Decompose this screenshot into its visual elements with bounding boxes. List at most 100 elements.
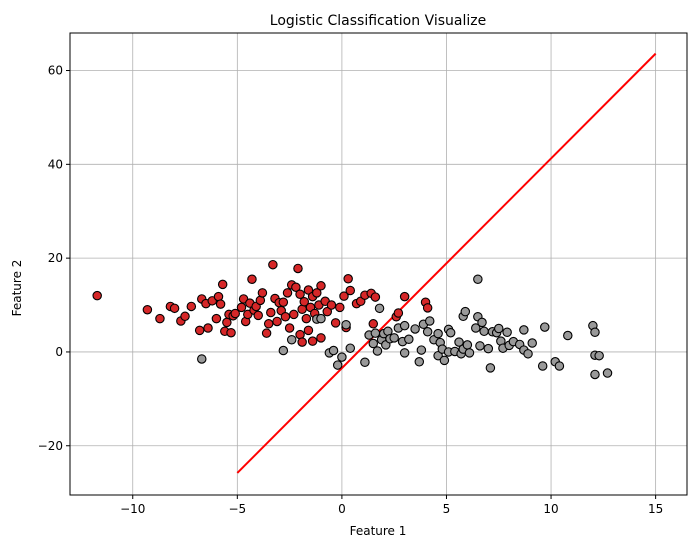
class-0-point	[197, 354, 207, 364]
decision-boundary-group	[236, 52, 657, 474]
class-1-point	[339, 291, 349, 301]
class-1-point	[297, 337, 307, 347]
class-0-point	[370, 328, 381, 338]
y-axis-label: Feature 2	[10, 260, 24, 317]
class-0-point	[439, 355, 450, 366]
class-1-point	[368, 319, 379, 329]
grid-lines	[70, 33, 687, 495]
class-0-point	[475, 341, 485, 351]
class-0-point	[360, 357, 370, 368]
class-1-point	[422, 303, 433, 313]
class-1-point	[222, 317, 232, 328]
class-1-point	[307, 336, 318, 346]
class-1-point	[155, 313, 165, 324]
class-0-point	[479, 326, 489, 337]
y-tick-label: 0	[55, 345, 63, 359]
x-tick-label: −5	[228, 502, 246, 516]
axis-ticks: −10 −5 0 5 10 15 −20 0 20 40 60	[38, 64, 664, 516]
class-1-point	[316, 333, 326, 343]
class-0-point	[433, 350, 443, 361]
class-0-point	[341, 319, 351, 330]
class-1-point	[203, 323, 213, 333]
class-1-point	[180, 311, 190, 322]
class-1-point	[272, 316, 282, 327]
class-0-point	[416, 345, 427, 355]
class-0-point	[460, 306, 471, 317]
class-1-point	[295, 289, 305, 300]
x-tick-label: 5	[443, 502, 451, 516]
class-1-point	[393, 308, 404, 318]
class-1-point	[293, 263, 303, 274]
class-1-point	[299, 297, 310, 307]
class-1-point	[370, 292, 381, 302]
class-0-point	[286, 334, 297, 345]
class-0-point	[368, 338, 379, 349]
class-1-point	[284, 323, 295, 333]
class-1-point	[186, 301, 197, 312]
class-0-point	[278, 345, 289, 356]
x-tick-label: −10	[120, 502, 145, 516]
class-0-point	[594, 350, 604, 361]
class-1-point	[257, 288, 268, 298]
class-1-point	[169, 303, 180, 314]
decision-boundary-line	[236, 52, 657, 474]
class-1-point	[211, 313, 222, 324]
class-0-point	[502, 327, 512, 337]
class-1-point	[343, 274, 353, 284]
class-0-point	[399, 320, 410, 331]
class-1-point	[303, 325, 314, 336]
class-1-point	[335, 302, 345, 313]
class-0-point	[523, 349, 533, 359]
class-1-point	[280, 312, 291, 322]
class-1-point	[142, 304, 153, 315]
class-1-point	[326, 300, 337, 310]
class-0-point	[471, 323, 481, 333]
class-0-point	[414, 357, 425, 367]
class-0-point	[485, 363, 496, 373]
class-1-point	[268, 259, 278, 270]
class-1-point	[399, 291, 410, 302]
class-1-point	[226, 327, 236, 338]
class-1-point	[263, 319, 274, 329]
class-1-point	[215, 299, 226, 309]
y-tick-label: 60	[48, 64, 63, 78]
class-1-point	[330, 318, 341, 328]
class-0-point	[337, 352, 347, 362]
class-0-point	[473, 274, 483, 284]
class-0-point	[590, 327, 600, 337]
class-1-point	[312, 288, 322, 298]
plot-area	[69, 32, 688, 496]
class-0-point	[345, 343, 356, 353]
class-1-point	[217, 279, 228, 290]
class-1-point	[316, 281, 326, 291]
class-0-point	[422, 327, 433, 337]
class-0-point	[433, 328, 443, 339]
class-0-point	[389, 333, 399, 343]
class-0-point	[602, 368, 613, 378]
class-0-point	[554, 361, 565, 371]
class-1-point	[301, 313, 312, 324]
class-1-point	[92, 290, 102, 301]
class-0-point	[374, 303, 385, 314]
class-0-point	[404, 334, 414, 345]
x-axis-label: Feature 1	[350, 524, 407, 538]
class-1-point	[247, 274, 257, 284]
class-0-point	[332, 360, 343, 370]
class-0-point	[372, 346, 383, 356]
class-1-point	[345, 285, 356, 296]
class-0-point	[483, 343, 494, 354]
class-0-point	[519, 325, 529, 335]
class-1-point	[230, 308, 240, 319]
class-0-point	[563, 330, 573, 341]
class-0-point	[477, 317, 487, 328]
class-0-point	[540, 322, 550, 332]
class-0-point	[445, 327, 456, 338]
class-1-point	[303, 285, 314, 295]
class-0-point	[424, 316, 435, 326]
class-1-point	[289, 309, 299, 320]
x-tick-label: 0	[338, 502, 346, 516]
class-1-point	[278, 297, 289, 307]
class-0-point	[464, 348, 475, 358]
scatter-points	[92, 259, 613, 380]
